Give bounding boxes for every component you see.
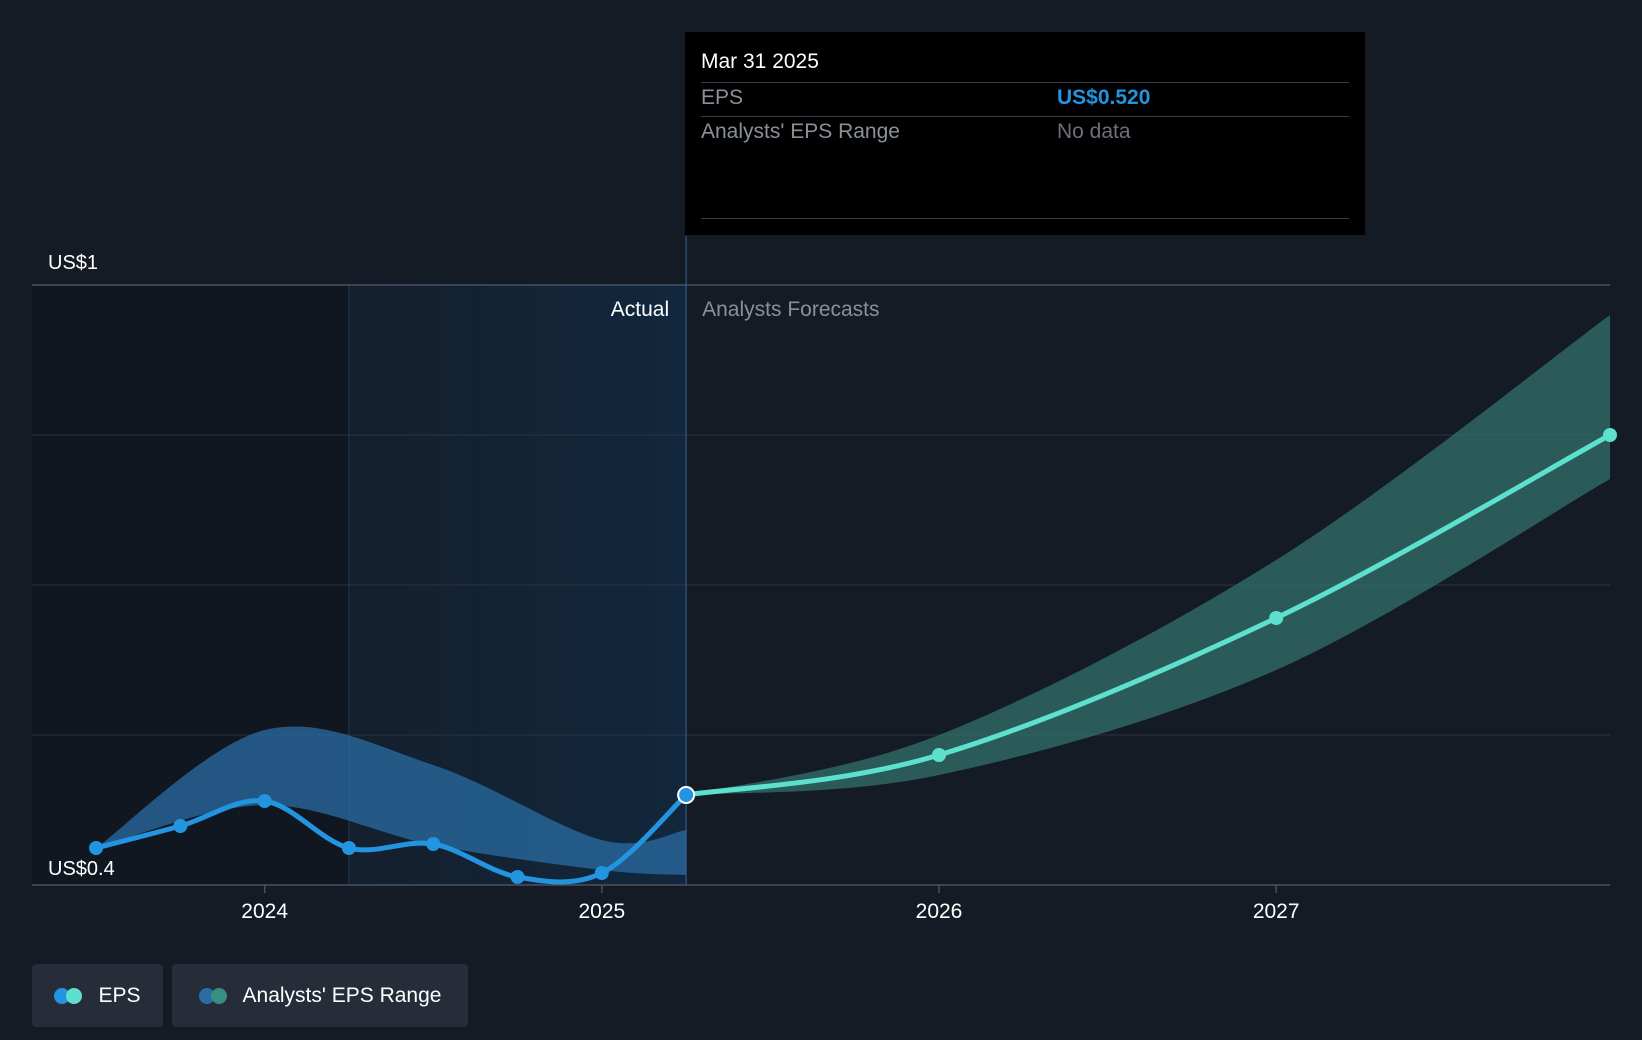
legend-analysts-range[interactable]: Analysts' EPS Range	[172, 964, 468, 1027]
actual-region-label: Actual	[611, 298, 669, 321]
actual-eps-point[interactable]	[677, 786, 696, 804]
tooltip-date: Mar 31 2025	[701, 50, 819, 73]
forecast-eps-point[interactable]	[1603, 428, 1617, 442]
forecast-eps-line	[683, 432, 1613, 798]
tooltip-divider	[701, 218, 1349, 219]
data-tooltip: Mar 31 2025 EPS US$0.520 Analysts' EPS R…	[685, 32, 1365, 235]
actual-eps-point[interactable]	[594, 866, 609, 880]
actual-eps-point[interactable]	[510, 870, 525, 884]
range-legend-icon	[198, 987, 229, 1004]
eps-legend-icon	[54, 987, 84, 1004]
eps-points[interactable]	[89, 428, 1617, 884]
y-tick-label: US$1	[48, 252, 98, 274]
forecast-eps-point[interactable]	[932, 748, 947, 762]
tooltip-eps-value: US$0.520	[1057, 86, 1151, 109]
forecast-region-label: Analysts Forecasts	[702, 298, 879, 321]
actual-eps-point[interactable]	[89, 841, 104, 855]
tooltip-divider	[701, 116, 1349, 117]
x-tick-label: 2024	[241, 900, 288, 923]
y-tick-label: US$0.4	[48, 858, 115, 880]
analysts-eps-range-band	[96, 726, 687, 875]
analysts-range-bands	[96, 315, 1610, 875]
actual-eps-point[interactable]	[257, 794, 272, 808]
actual-eps-point[interactable]	[426, 837, 441, 851]
legend-eps[interactable]: EPS	[32, 964, 163, 1027]
analysts-eps-range-band	[686, 315, 1610, 795]
x-tick-label: 2026	[916, 900, 963, 923]
legend-range-label: Analysts' EPS Range	[242, 983, 442, 1007]
tooltip-eps-label: EPS	[701, 86, 744, 109]
x-tick-label: 2027	[1253, 900, 1300, 923]
actual-eps-point[interactable]	[173, 819, 188, 833]
x-tick-label: 2025	[578, 900, 625, 923]
tooltip-range-value: No data	[1057, 120, 1131, 143]
forecast-eps-point[interactable]	[1269, 611, 1284, 625]
tooltip-range-label: Analysts' EPS Range	[701, 120, 900, 143]
chart-labels: 2024 2025 2026 2027 US$1 US$0.4 Actual Analysts…	[48, 252, 1300, 923]
actual-eps-point[interactable]	[341, 841, 356, 855]
legend-eps-label: EPS	[98, 983, 141, 1007]
tooltip-divider	[701, 82, 1349, 83]
